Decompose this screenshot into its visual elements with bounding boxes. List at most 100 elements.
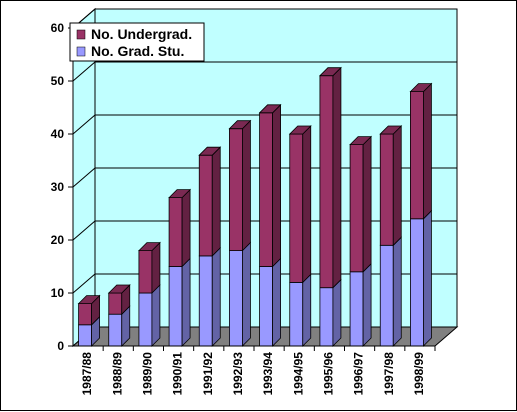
bar-front: [168, 197, 183, 267]
x-tick-label: 1990/91: [171, 352, 185, 396]
bar-front: [319, 287, 334, 347]
bar-side: [362, 262, 372, 347]
bar-front: [78, 303, 92, 326]
bar-top: [288, 125, 312, 135]
bar-front: [229, 128, 243, 251]
bar-side: [332, 66, 342, 289]
bar-segment-grad: [138, 284, 161, 347]
bar-segment-grad: [379, 236, 402, 347]
legend-label-grad: No. Grad. Stu.: [91, 43, 184, 59]
bars: [77, 66, 433, 347]
y-tick-label: 30: [51, 180, 65, 194]
bar-front: [289, 133, 304, 283]
bar-side: [181, 257, 191, 347]
bar-top: [379, 125, 403, 135]
bar-front: [198, 154, 213, 257]
x-tick-label: 1994/95: [291, 352, 305, 396]
bar-segment-grad: [168, 257, 191, 347]
bar-front: [168, 266, 183, 347]
bar-side: [242, 241, 251, 347]
bar-top: [77, 295, 101, 305]
bar-side: [272, 257, 281, 347]
y-tick-label: 10: [51, 286, 65, 300]
bar-segment-undergrad: [379, 125, 403, 247]
bar-segment-undergrad: [228, 119, 252, 252]
bar-top: [198, 146, 222, 156]
x-tick-label: 1992/93: [231, 352, 245, 396]
bar-side: [242, 119, 251, 252]
bar-side: [423, 82, 432, 220]
bar-segment-grad: [289, 273, 312, 347]
bar-segment-undergrad: [258, 103, 282, 268]
x-tick-label: 1995/96: [321, 352, 335, 396]
bar-front: [349, 271, 364, 347]
bar-front: [259, 266, 273, 347]
bar-segment-grad: [349, 262, 372, 347]
bar-side: [211, 246, 221, 347]
bar-front: [108, 313, 123, 347]
bar-segment-undergrad: [409, 82, 433, 220]
gridline: [72, 8, 457, 29]
bar-side: [392, 236, 402, 347]
x-tick-label: 1997/98: [382, 352, 396, 396]
bar-segment-undergrad: [318, 66, 342, 289]
bar-front: [410, 91, 424, 220]
bar-front: [410, 218, 424, 347]
bar-segment-grad: [229, 241, 251, 347]
bar-side: [392, 125, 402, 247]
legend: No. Undergrad. No. Grad. Stu.: [69, 22, 205, 62]
gridline: [72, 61, 457, 82]
x-tick-label: 1998/99: [412, 352, 426, 396]
bar-top: [409, 83, 433, 92]
bar-side: [181, 188, 191, 268]
bar-segment-undergrad: [349, 135, 373, 273]
bar-side: [151, 284, 161, 347]
bar-side: [362, 135, 372, 273]
bar-side: [211, 146, 221, 257]
x-tick-label: 1989/90: [140, 352, 154, 396]
bar-segment-undergrad: [168, 188, 192, 268]
bar-front: [108, 292, 123, 315]
x-tick-label: 1993/94: [261, 352, 275, 396]
bar-top: [318, 67, 342, 77]
bar-top: [137, 242, 161, 252]
bar-side: [423, 209, 432, 347]
y-tick-label: 20: [51, 233, 65, 247]
y-tick-label: 40: [51, 127, 65, 141]
bar-top: [258, 104, 282, 114]
bar-segment-undergrad: [107, 284, 131, 316]
legend-swatch-grad: [76, 46, 86, 57]
bar-side: [332, 278, 342, 347]
bar-side: [272, 103, 281, 268]
bar-segment-grad: [410, 209, 432, 347]
bar-side: [302, 125, 312, 284]
bar-segment-grad: [259, 257, 281, 347]
legend-box: [69, 22, 205, 62]
bar-segment-grad: [319, 278, 342, 347]
x-tick-label: 1988/89: [110, 352, 124, 396]
y-axis: 0 10 20 30 40 50 60: [51, 21, 74, 353]
bar-top: [107, 284, 131, 294]
bar-segment-undergrad: [77, 294, 101, 326]
y-tick-label: 60: [51, 21, 65, 35]
bar-front: [289, 281, 304, 347]
bar-front: [229, 250, 243, 347]
legend-swatch-undergrad: [76, 29, 86, 40]
y-tick-label: 0: [57, 339, 64, 353]
legend-label-undergrad: No. Undergrad.: [91, 26, 192, 42]
y-tick-label: 50: [51, 74, 65, 88]
bar-front: [78, 324, 92, 347]
bar-front: [198, 255, 213, 347]
bar-segment-undergrad: [137, 241, 161, 294]
x-tick-label: 1991/92: [201, 352, 215, 396]
bar-front: [138, 292, 153, 347]
bar-top: [349, 136, 373, 146]
bar-segment-grad: [198, 246, 221, 347]
x-tick-label: 1987/88: [80, 352, 94, 396]
bar-front: [379, 133, 394, 246]
bar-front: [259, 112, 273, 267]
bar-segment-undergrad: [288, 125, 312, 284]
bar-top: [168, 189, 192, 199]
bar-front: [319, 75, 334, 289]
